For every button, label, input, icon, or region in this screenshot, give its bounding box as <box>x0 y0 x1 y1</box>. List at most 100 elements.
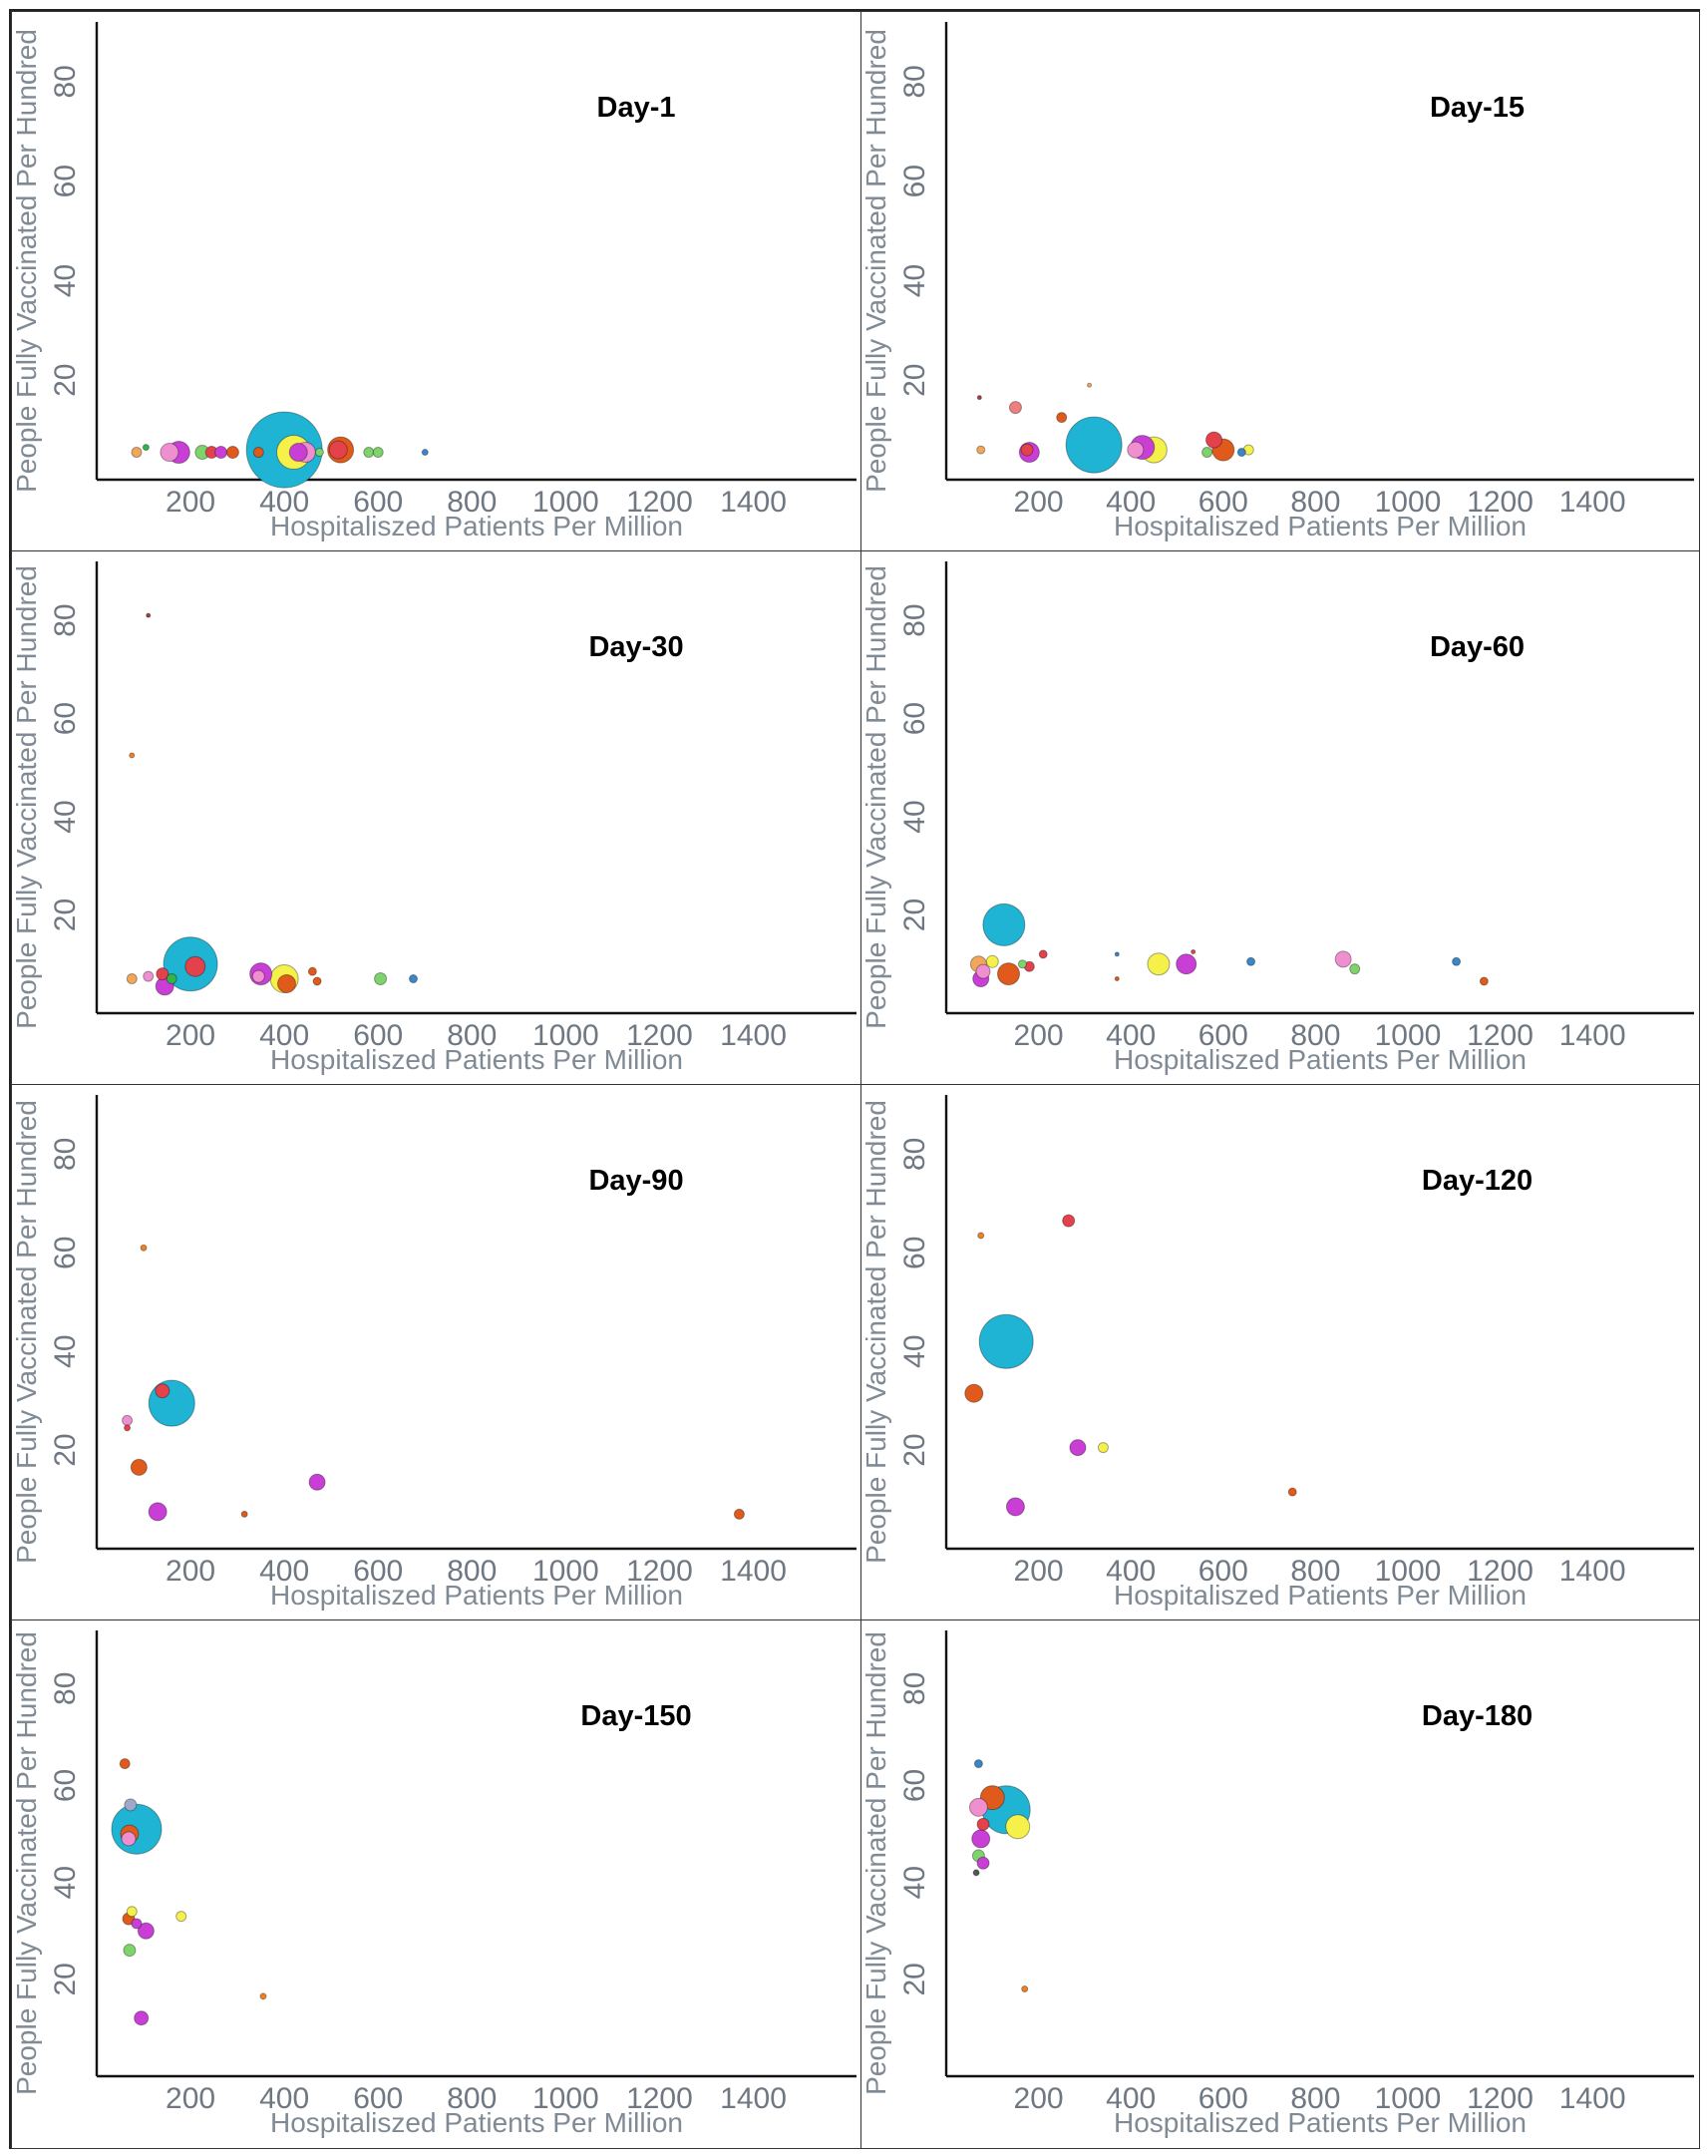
y-tick-label: 20 <box>49 1963 82 1995</box>
bubble-point <box>1287 1487 1297 1497</box>
y-tick-label: 80 <box>898 603 931 636</box>
panel-day-150: 200 400 600 800 1000 1200 1400 20 40 60 80 Hospital… <box>11 1619 862 2149</box>
x-tick-label: 600 <box>1198 1019 1248 1052</box>
y-tick-label: 40 <box>49 1866 82 1899</box>
x-tick-label: 1000 <box>532 2082 599 2115</box>
x-tick-label: 600 <box>1198 1555 1248 1588</box>
bubble-point <box>214 446 228 460</box>
bubble-point <box>251 969 265 983</box>
y-tick-label: 20 <box>898 1963 931 1995</box>
bubble-point <box>1479 976 1489 986</box>
x-tick-label: 600 <box>353 1555 403 1588</box>
x-tick-label: 1400 <box>1559 1019 1626 1052</box>
y-tick-label: 40 <box>898 264 931 297</box>
x-tick-label: 600 <box>353 1019 403 1052</box>
x-tick-label: 600 <box>1198 2082 1248 2115</box>
bubble-point <box>131 1918 143 1930</box>
bubble-point <box>328 440 348 460</box>
bubble-point <box>156 967 170 981</box>
x-tick-label: 400 <box>259 1555 309 1588</box>
bubble-point <box>312 976 322 986</box>
bubble-point <box>314 448 324 458</box>
bubble-point <box>146 612 152 618</box>
x-tick-label: 600 <box>353 2082 403 2115</box>
day-label: Day-60 <box>1430 631 1525 663</box>
bubble-point <box>288 443 308 463</box>
x-tick-label: 200 <box>166 1555 215 1588</box>
x-tick-label: 1000 <box>1375 1019 1442 1052</box>
bubble-point <box>123 1944 137 1958</box>
bubble-point <box>1021 1985 1029 1993</box>
day-label: Day-1 <box>597 92 676 124</box>
x-tick-label: 1200 <box>626 1555 693 1588</box>
y-tick-label: 20 <box>898 898 931 931</box>
bubble-point <box>129 752 136 759</box>
y-tick-label: 20 <box>49 364 82 397</box>
x-tick-label: 200 <box>1014 1555 1064 1588</box>
y-tick-label: 60 <box>49 165 82 197</box>
panel-day-90: 200 400 600 800 1000 1200 1400 20 40 60 80 Hospital… <box>11 1084 862 1621</box>
bubble-point <box>1147 952 1171 976</box>
y-tick-label: 20 <box>898 1433 931 1466</box>
bubble-point <box>307 966 317 976</box>
x-axis-label: Hospitaliszed Patients Per Million <box>270 2107 683 2138</box>
x-tick-label: 400 <box>259 486 309 519</box>
x-tick-label: 400 <box>1106 1555 1156 1588</box>
bubble-point <box>131 447 143 459</box>
bubble-point <box>1069 1439 1087 1457</box>
bubble-point <box>130 1458 148 1476</box>
bubble-point <box>160 443 179 463</box>
x-tick-label: 1200 <box>626 2082 693 2115</box>
bubble-point <box>225 446 239 460</box>
x-tick-label: 800 <box>1290 1555 1340 1588</box>
chart-svg: 200 400 600 800 1000 1200 1400 20 40 60 80 Hospital… <box>12 22 856 541</box>
panel-day-30: 200 400 600 800 1000 1200 1400 20 40 60 80 Hospital… <box>11 550 862 1086</box>
x-tick-label: 600 <box>353 486 403 519</box>
y-tick-label: 60 <box>49 1237 82 1269</box>
bubble-point <box>277 973 296 993</box>
x-tick-label: 200 <box>166 486 215 519</box>
bubble-point <box>126 973 138 985</box>
x-tick-label: 400 <box>259 2082 309 2115</box>
chart-svg: 200 400 600 800 1000 1200 1400 20 40 60 80 Hospital… <box>861 22 1694 541</box>
bubble-point <box>1005 1497 1025 1517</box>
x-tick-label: 800 <box>447 1555 497 1588</box>
bubble-point <box>1097 1442 1109 1454</box>
x-tick-label: 200 <box>166 1019 215 1052</box>
bubble-point <box>733 1508 745 1520</box>
bubble-point <box>1349 963 1361 975</box>
bubble-point <box>977 1232 985 1240</box>
bubble-point <box>124 1798 138 1812</box>
bubble-point <box>1246 956 1256 966</box>
bubble-point <box>964 1383 984 1403</box>
bubble-point <box>421 449 429 457</box>
y-tick-label: 20 <box>49 1433 82 1466</box>
x-tick-label: 1200 <box>1467 486 1534 519</box>
bubble-point <box>175 1911 187 1923</box>
x-tick-label: 200 <box>166 2082 215 2115</box>
bubble-point <box>976 445 986 455</box>
y-tick-label: 40 <box>49 1334 82 1367</box>
x-tick-label: 400 <box>259 1019 309 1052</box>
y-tick-label: 60 <box>898 1769 931 1802</box>
bubble-point <box>1087 382 1093 388</box>
day-label: Day-120 <box>1422 1165 1533 1197</box>
bubble-point <box>142 444 150 452</box>
bubble-point <box>240 1510 248 1518</box>
y-tick-label: 40 <box>49 800 82 833</box>
day-label: Day-150 <box>580 1700 691 1732</box>
y-tick-label: 80 <box>49 1138 82 1171</box>
x-tick-label: 1400 <box>1559 1555 1626 1588</box>
bubble-point <box>1008 401 1022 415</box>
x-tick-label: 200 <box>1014 486 1064 519</box>
y-tick-label: 80 <box>49 603 82 636</box>
x-axis-label: Hospitaliszed Patients Per Million <box>1114 2107 1527 2138</box>
x-tick-label: 800 <box>1290 2082 1340 2115</box>
bubble-point <box>122 1414 134 1426</box>
y-tick-label: 20 <box>49 898 82 931</box>
bubble-point <box>1205 431 1223 449</box>
x-tick-label: 1200 <box>626 486 693 519</box>
x-tick-label: 600 <box>1198 486 1248 519</box>
y-tick-label: 60 <box>898 165 931 197</box>
chart-svg: 200 400 600 800 1000 1200 1400 20 40 60 80 Hospital… <box>12 1095 856 1611</box>
